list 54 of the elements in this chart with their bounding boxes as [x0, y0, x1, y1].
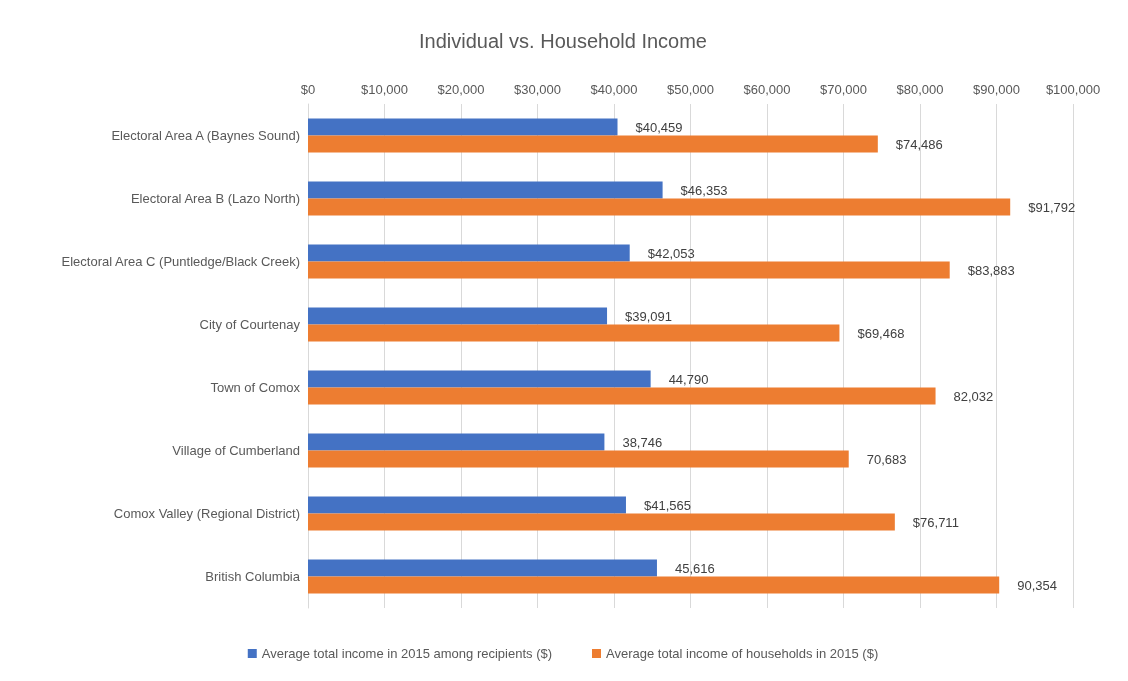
data-label: $39,091 [625, 308, 673, 324]
bar [308, 118, 618, 136]
bar [308, 433, 605, 451]
bar [308, 307, 608, 325]
bar [308, 576, 1000, 594]
data-label: $69,468 [857, 325, 905, 341]
data-label: 44,790 [668, 371, 709, 387]
y-tick-label: Village of Cumberland [172, 443, 300, 458]
data-label: $42,053 [647, 245, 695, 261]
data-label: $76,711 [912, 514, 959, 530]
bar [308, 135, 878, 153]
x-tick-label: $90,000 [973, 82, 1020, 97]
x-tick-label: $0 [300, 82, 316, 97]
chart-title: Individual vs. Household Income [419, 30, 707, 52]
data-label: $83,883 [967, 262, 1015, 278]
legend-label: Average total income of households in 2015 ($) [606, 646, 879, 661]
data-label: $40,459 [635, 119, 683, 135]
data-label: $74,486 [895, 136, 943, 152]
data-label: 70,683 [866, 451, 907, 467]
y-tick-label: Town of Comox [210, 380, 301, 395]
y-tick-label: Electoral Area A (Baynes Sound) [111, 128, 300, 143]
x-tick-label: $60,000 [743, 82, 791, 97]
y-tick-label: Electoral Area C (Puntledge/Black Creek) [61, 254, 300, 269]
x-tick-label: $10,000 [361, 82, 408, 97]
y-tick-label: British Columbia [205, 569, 301, 584]
y-tick-label: Comox Valley (Regional District) [113, 506, 300, 521]
data-label: 45,616 [674, 560, 715, 576]
bar [308, 244, 630, 262]
bar [308, 496, 626, 514]
x-tick-label: $30,000 [514, 82, 561, 97]
bar [308, 370, 651, 388]
x-tick-label: $70,000 [820, 82, 867, 97]
bar [308, 559, 657, 577]
data-label: 82,032 [953, 388, 994, 404]
data-label: $46,353 [680, 182, 728, 198]
data-label: 90,354 [1017, 577, 1057, 593]
x-tick-label: $50,000 [667, 82, 714, 97]
y-tick-label: City of Courtenay [199, 317, 301, 332]
bar [308, 324, 840, 342]
bar [308, 450, 849, 468]
x-tick-label: $80,000 [896, 82, 944, 97]
data-label: $41,565 [643, 497, 691, 513]
data-label: $91,792 [1028, 199, 1076, 215]
y-tick-label: Electoral Area B (Lazo North) [130, 191, 300, 206]
bar [308, 387, 936, 405]
bar [308, 261, 950, 279]
data-label: 38,746 [622, 434, 663, 450]
bar [308, 198, 1011, 216]
x-tick-label: $100,000 [1045, 82, 1101, 97]
bar [308, 513, 895, 531]
x-tick-label: $20,000 [437, 82, 485, 97]
bar [308, 181, 663, 199]
legend-label: Average total income in 2015 among recipients ($) [261, 646, 553, 661]
x-tick-label: $40,000 [590, 82, 638, 97]
